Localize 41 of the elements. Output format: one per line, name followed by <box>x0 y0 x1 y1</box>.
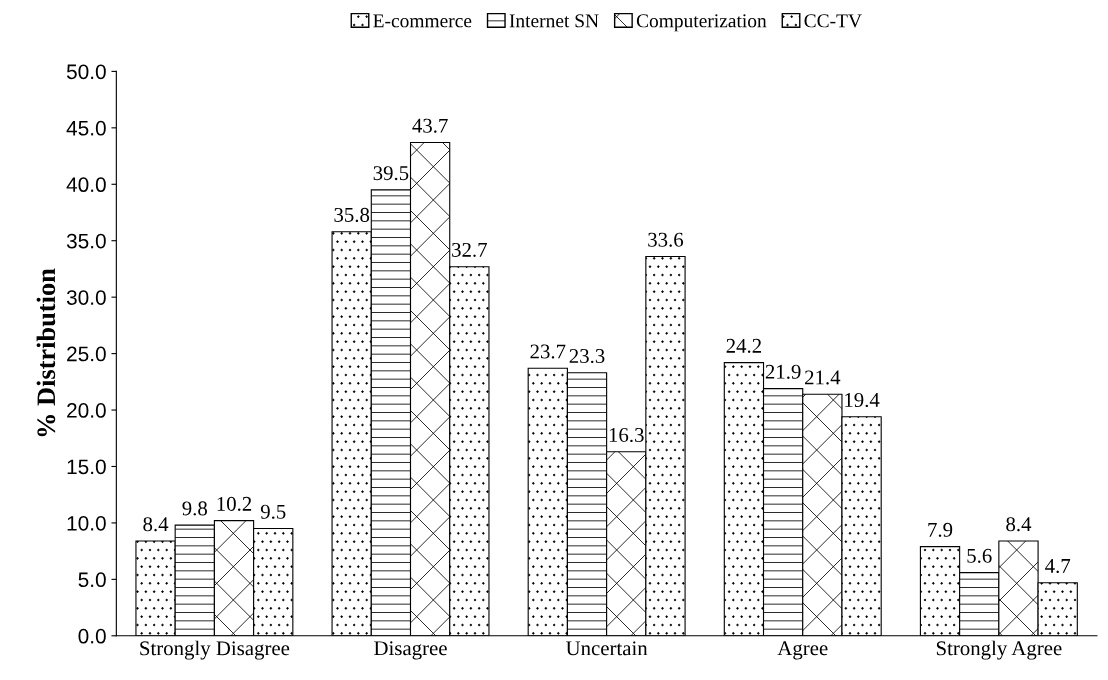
data-label: 4.7 <box>1045 559 1071 574</box>
data-label: 10.2 <box>217 496 252 511</box>
y-tick-label: 20.0 <box>67 403 106 418</box>
y-axis-title: % Distribution <box>36 268 56 437</box>
data-label: 43.7 <box>412 118 448 133</box>
data-label: 19.4 <box>845 393 880 408</box>
x-tick-label: Uncertain <box>566 641 648 656</box>
data-label: 32.7 <box>452 242 487 257</box>
y-tick-label: 45.0 <box>66 120 106 136</box>
data-label: 23.7 <box>530 344 566 359</box>
data-label: 8.4 <box>143 517 169 532</box>
data-label: 23.3 <box>569 349 605 364</box>
legend-label: CC-TV <box>804 14 862 28</box>
x-tick-label: Agree <box>777 641 828 660</box>
data-label: 35.8 <box>334 207 370 222</box>
data-label: 8.4 <box>1006 517 1032 532</box>
y-tick-label: 50.0 <box>66 64 106 80</box>
data-label: 33.6 <box>648 232 684 247</box>
y-tick-label: 0.0 <box>78 628 106 644</box>
legend-label: Internet SN <box>509 14 599 28</box>
x-tick-label: Strongly Disagree <box>140 640 290 660</box>
y-tick-label: 25.0 <box>67 346 106 362</box>
y-tick-label: 40.0 <box>66 177 106 193</box>
data-label: 21.9 <box>765 364 801 379</box>
data-label: 24.2 <box>726 338 761 353</box>
y-tick-label: 10.0 <box>67 515 106 531</box>
data-label: 5.6 <box>967 548 992 563</box>
y-tick-label: 30.0 <box>66 290 106 305</box>
data-label: 39.5 <box>373 166 409 181</box>
data-label: 9.8 <box>182 501 208 516</box>
data-label: 7.9 <box>928 522 953 537</box>
data-label: 21.4 <box>805 370 841 385</box>
data-label: 16.3 <box>609 428 644 443</box>
legend-label: E-commerce <box>373 14 472 28</box>
y-tick-label: 35.0 <box>66 233 106 249</box>
x-tick-label: Strongly Agree <box>936 640 1062 660</box>
data-label: 9.5 <box>260 504 286 519</box>
y-tick-label: 5.0 <box>78 572 106 588</box>
y-tick-label: 15.0 <box>67 459 106 475</box>
x-tick-label: Disagree <box>374 641 447 660</box>
legend-label: Computerization <box>636 14 767 32</box>
